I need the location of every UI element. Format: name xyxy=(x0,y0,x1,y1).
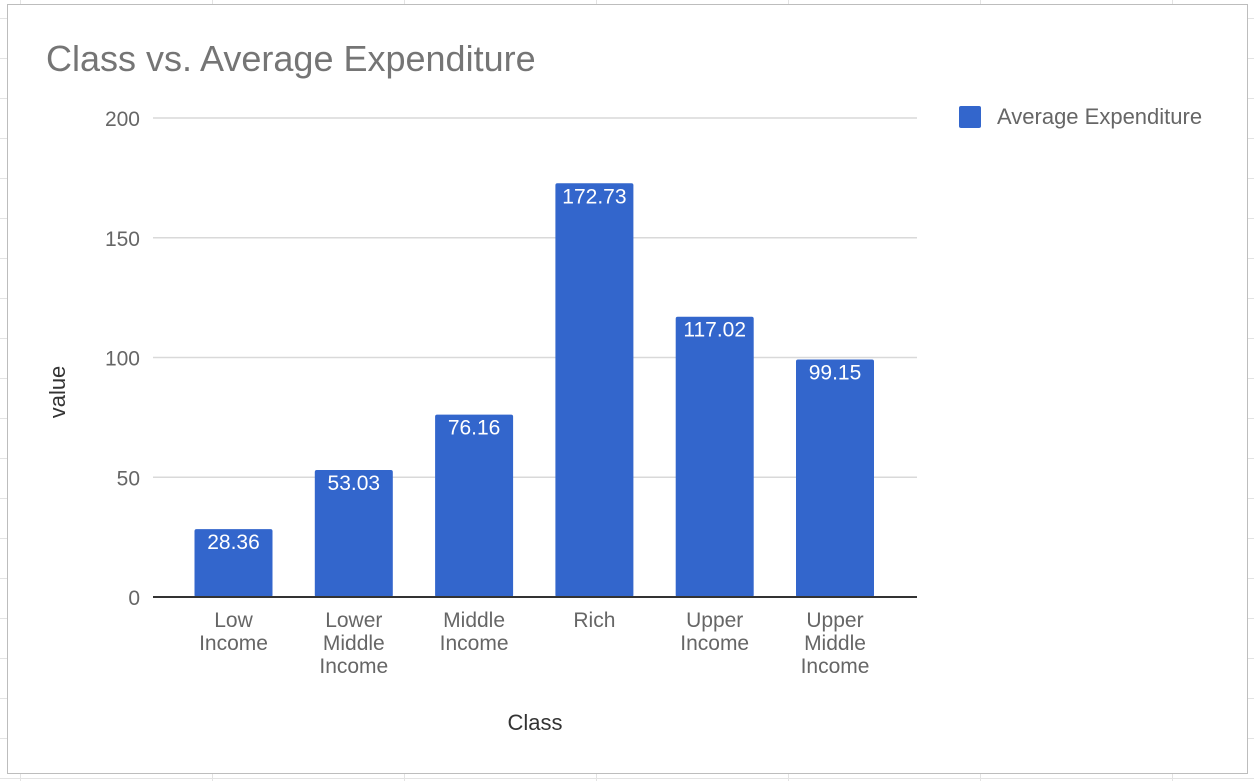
x-tick-label: Income xyxy=(440,632,509,655)
bar xyxy=(435,414,514,597)
x-tick-label: Income xyxy=(801,655,870,678)
legend-swatch xyxy=(959,106,981,128)
y-tick-label: 50 xyxy=(117,467,140,490)
x-tick-label: Income xyxy=(319,655,388,678)
x-tick-label: Income xyxy=(199,632,268,655)
x-tick-label: Income xyxy=(680,632,749,655)
x-tick-label: Low xyxy=(214,609,253,632)
y-tick-label: 100 xyxy=(105,348,140,371)
legend: Average Expenditure xyxy=(959,104,1202,130)
data-label: 117.02 xyxy=(683,319,746,342)
y-axis-title: value xyxy=(45,366,70,419)
data-label: 172.73 xyxy=(562,185,626,208)
bar xyxy=(675,316,754,597)
x-tick-label: Upper xyxy=(806,609,863,632)
x-axis-title: Class xyxy=(507,710,562,735)
bar xyxy=(555,183,634,597)
data-label: 76.16 xyxy=(448,417,501,440)
x-tick-label: Middle xyxy=(804,632,866,655)
bar xyxy=(314,469,393,597)
data-label: 53.03 xyxy=(328,472,381,495)
data-label: 28.36 xyxy=(207,531,260,554)
bar xyxy=(194,529,273,597)
legend-label: Average Expenditure xyxy=(997,104,1203,129)
x-tick-label: Lower xyxy=(325,609,382,632)
y-tick-label: 150 xyxy=(105,228,140,251)
x-tick-label: Middle xyxy=(323,632,385,655)
x-tick-label: Upper xyxy=(686,609,743,632)
data-label: 99.15 xyxy=(809,362,862,385)
chart-title: Class vs. Average Expenditure xyxy=(46,38,536,79)
bar xyxy=(796,359,874,597)
x-tick-label: Middle xyxy=(443,609,505,632)
x-tick-label: Rich xyxy=(573,609,615,632)
y-tick-label: 0 xyxy=(128,587,140,610)
y-tick-label: 200 xyxy=(105,108,140,131)
